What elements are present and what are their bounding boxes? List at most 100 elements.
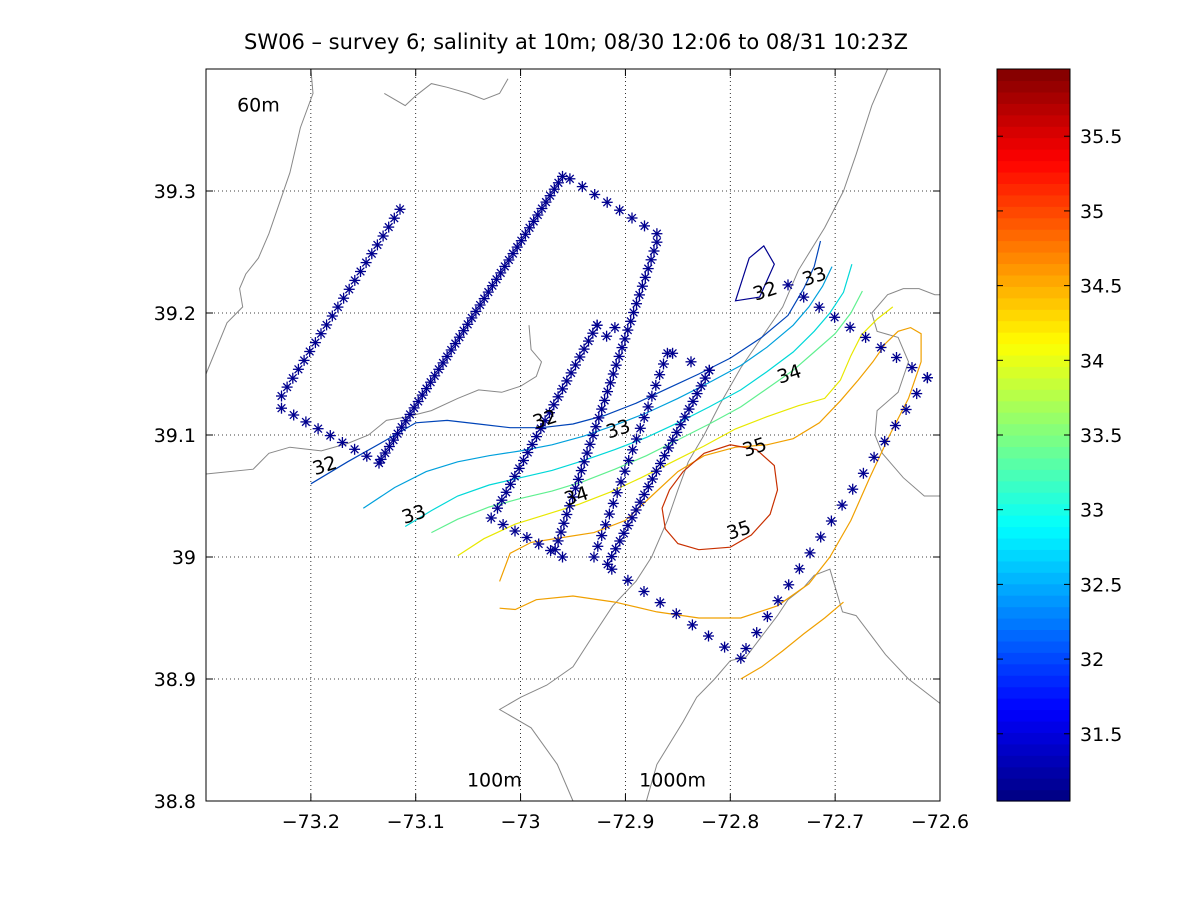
station-marker bbox=[798, 291, 810, 303]
depth-label: 1000m bbox=[639, 769, 706, 791]
bathymetry-line bbox=[871, 288, 940, 497]
station-marker bbox=[622, 520, 634, 531]
station-marker bbox=[667, 347, 679, 359]
station-marker bbox=[751, 627, 763, 639]
station-marker bbox=[564, 500, 576, 512]
station-marker bbox=[513, 462, 525, 474]
station-marker bbox=[404, 408, 416, 420]
station-marker bbox=[618, 527, 630, 539]
station-marker bbox=[315, 328, 327, 340]
station-marker bbox=[561, 509, 573, 520]
station-marker bbox=[309, 337, 321, 349]
station-marker bbox=[500, 486, 512, 498]
station-marker bbox=[492, 502, 503, 514]
station-marker bbox=[552, 177, 564, 189]
contour-line bbox=[499, 326, 922, 619]
station-marker bbox=[679, 411, 691, 423]
station-marker bbox=[388, 434, 399, 446]
station-marker bbox=[360, 257, 372, 269]
station-marker bbox=[683, 403, 695, 415]
colorbar-swatch bbox=[997, 675, 1070, 688]
station-marker bbox=[532, 209, 544, 221]
station-marker bbox=[911, 388, 923, 400]
station-marker bbox=[557, 170, 568, 182]
colorbar-swatch bbox=[997, 732, 1070, 745]
colorbar-swatch bbox=[997, 114, 1070, 127]
station-marker bbox=[686, 619, 698, 631]
station-marker bbox=[695, 380, 707, 392]
station-marker bbox=[606, 563, 618, 575]
colorbar-swatch bbox=[997, 377, 1070, 390]
colorbar-swatch bbox=[997, 309, 1070, 322]
colorbar-swatch bbox=[997, 652, 1070, 665]
colorbar-swatch bbox=[997, 206, 1070, 219]
station-marker bbox=[596, 530, 608, 542]
station-marker bbox=[772, 595, 784, 607]
station-marker bbox=[761, 611, 773, 623]
colorbar-swatch bbox=[997, 160, 1070, 173]
colorbar-tick-label: 32 bbox=[1080, 649, 1104, 671]
colorbar-swatch bbox=[997, 743, 1070, 756]
station-marker bbox=[326, 310, 338, 322]
station-marker bbox=[576, 181, 588, 193]
station-marker bbox=[813, 301, 825, 313]
station-marker bbox=[600, 519, 612, 531]
contour-line bbox=[740, 601, 844, 680]
station-marker bbox=[519, 228, 531, 240]
station-marker bbox=[567, 491, 579, 503]
station-marker bbox=[588, 551, 600, 563]
colorbar-swatch bbox=[997, 423, 1070, 436]
station-marker bbox=[610, 359, 622, 371]
colorbar-swatch bbox=[997, 80, 1070, 93]
station-marker bbox=[462, 318, 474, 330]
station-marker bbox=[522, 447, 534, 458]
station-marker bbox=[860, 331, 872, 343]
station-marker bbox=[581, 447, 593, 459]
station-marker bbox=[642, 263, 654, 275]
station-marker bbox=[815, 531, 827, 543]
station-marker bbox=[555, 526, 567, 538]
station-marker bbox=[593, 412, 605, 424]
station-marker bbox=[304, 346, 316, 357]
station-marker bbox=[349, 443, 361, 455]
bathymetry-line bbox=[205, 325, 543, 475]
station-marker bbox=[616, 342, 628, 354]
colorbar-swatch bbox=[997, 709, 1070, 722]
station-marker bbox=[377, 230, 389, 242]
depth-labels: 60m 100m 1000m bbox=[237, 95, 706, 792]
colorbar-swatch bbox=[997, 320, 1070, 333]
station-marker bbox=[453, 331, 465, 343]
station-marker bbox=[552, 535, 564, 547]
colorbar-swatch bbox=[997, 103, 1070, 116]
station-marker bbox=[458, 325, 470, 337]
station-marker bbox=[312, 423, 324, 435]
station-marker bbox=[622, 574, 634, 586]
station-marker bbox=[298, 354, 310, 366]
station-marker bbox=[383, 221, 395, 233]
station-marker bbox=[625, 315, 637, 327]
station-marker bbox=[497, 519, 509, 530]
station-marker bbox=[601, 330, 613, 342]
station-marker bbox=[486, 280, 498, 292]
station-marker bbox=[603, 508, 615, 520]
station-marker bbox=[844, 321, 856, 333]
station-marker bbox=[639, 271, 651, 283]
station-marker bbox=[703, 630, 714, 642]
station-marker bbox=[740, 643, 752, 654]
x-tick-label: −72.7 bbox=[806, 811, 864, 833]
station-marker bbox=[518, 455, 529, 466]
colorbar-tick-label: 33 bbox=[1080, 500, 1104, 522]
colorbar-swatch bbox=[997, 126, 1070, 139]
station-marker bbox=[648, 245, 660, 257]
station-marker bbox=[659, 450, 671, 462]
colorbar-swatch bbox=[997, 469, 1070, 482]
colorbar-swatch bbox=[997, 91, 1070, 104]
station-marker bbox=[663, 442, 675, 454]
station-marker bbox=[540, 196, 552, 208]
station-marker bbox=[433, 363, 445, 375]
station-marker bbox=[587, 430, 599, 441]
station-marker bbox=[654, 369, 666, 381]
station-marker bbox=[606, 551, 618, 563]
station-marker bbox=[531, 431, 542, 443]
station-marker bbox=[921, 372, 933, 384]
